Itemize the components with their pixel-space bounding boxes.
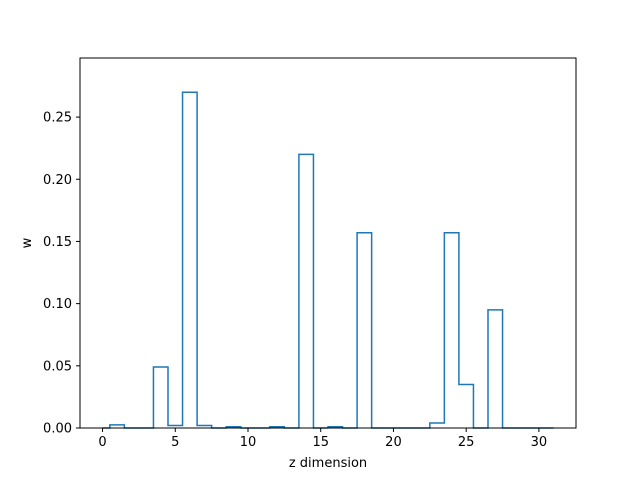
axes-background bbox=[80, 58, 576, 428]
x-tick-label: 10 bbox=[240, 435, 257, 450]
y-tick-label: 0.10 bbox=[43, 297, 72, 312]
y-axis-label: w bbox=[20, 237, 35, 248]
y-tick-label: 0.20 bbox=[43, 173, 72, 188]
y-tick-label: 0.05 bbox=[43, 359, 72, 374]
x-tick-label: 5 bbox=[171, 435, 179, 450]
x-tick-label: 0 bbox=[98, 435, 106, 450]
x-tick-label: 20 bbox=[385, 435, 402, 450]
x-tick-label: 25 bbox=[458, 435, 475, 450]
x-axis-label: z dimension bbox=[289, 456, 367, 471]
x-tick-label: 15 bbox=[312, 435, 329, 450]
x-tick-label: 30 bbox=[531, 435, 548, 450]
y-tick-label: 0.00 bbox=[43, 422, 72, 437]
y-tick-label: 0.15 bbox=[43, 235, 72, 250]
y-tick-label: 0.25 bbox=[43, 111, 72, 126]
plot-area bbox=[80, 58, 576, 428]
